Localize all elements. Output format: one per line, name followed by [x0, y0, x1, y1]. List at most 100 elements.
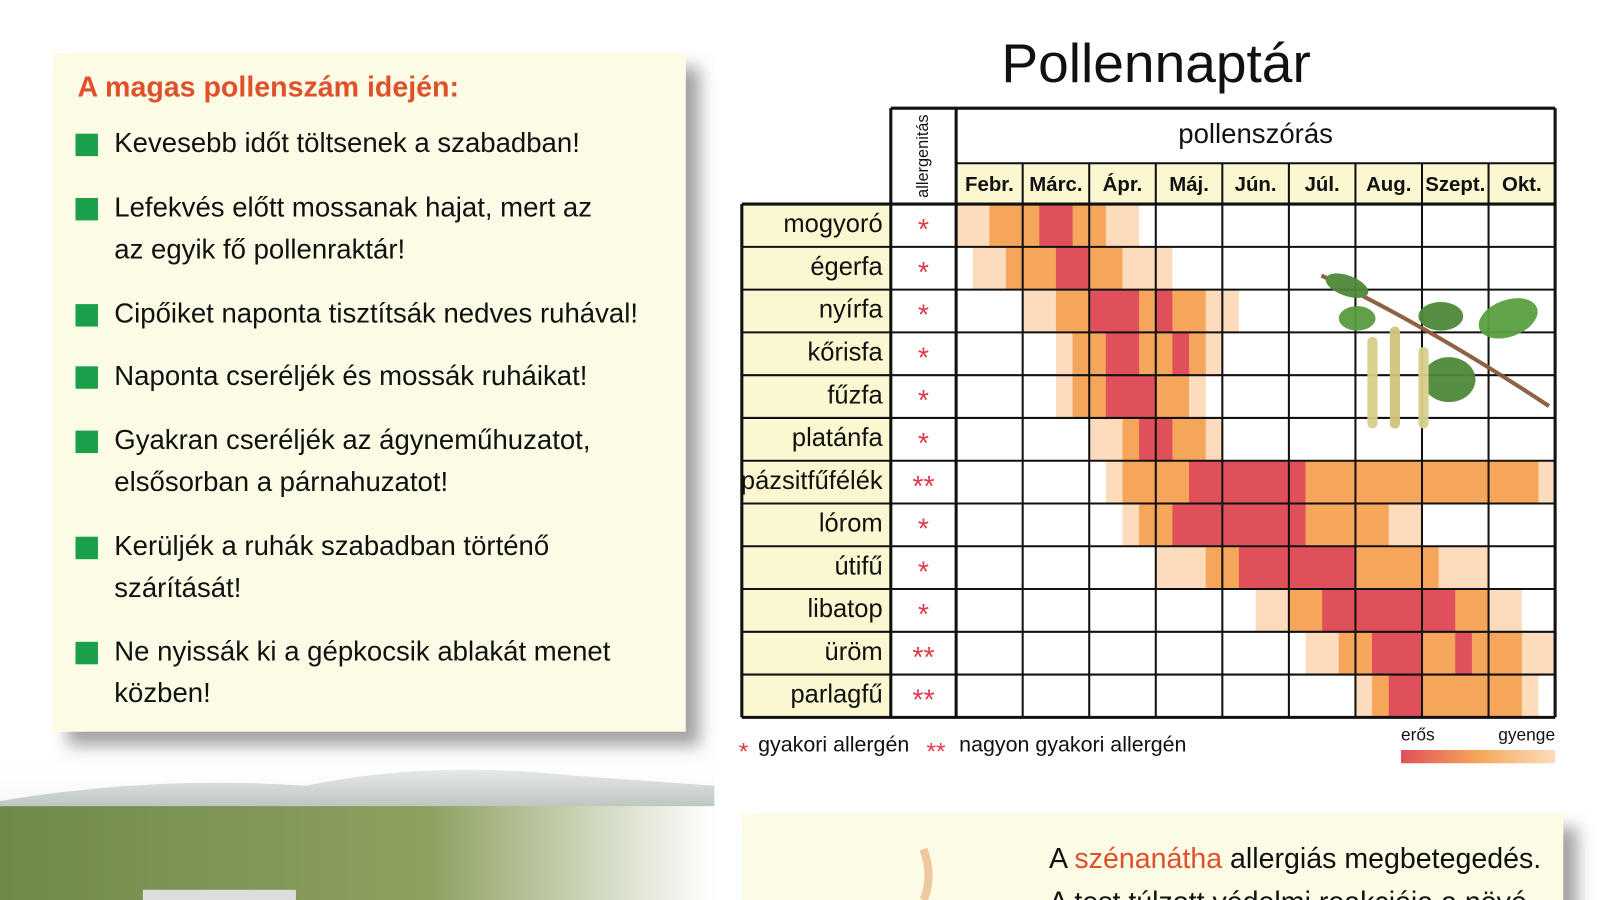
- intensity-cell: [1255, 289, 1273, 333]
- intensity-cell: [1471, 332, 1489, 376]
- intensity-cell: [1189, 204, 1207, 247]
- intensity-cell: [989, 674, 1007, 718]
- intensity-cell: [1072, 589, 1090, 632]
- intensity-cell: [956, 289, 974, 333]
- allergen-cell: [890, 631, 957, 675]
- intensity-cell: [1272, 589, 1290, 632]
- intensity-cell: [1405, 589, 1423, 632]
- intensity-cell: [1122, 460, 1140, 504]
- intensity-cell: [1255, 503, 1273, 547]
- intensity-cell: [1272, 674, 1290, 718]
- intensity-cell: [1155, 589, 1173, 632]
- intensity-cell: [1372, 417, 1390, 461]
- intensity-cell: [1272, 289, 1290, 333]
- intensity-cell: [1272, 246, 1290, 290]
- intensity-cell: [1305, 546, 1323, 590]
- intensity-cell: [1338, 417, 1356, 461]
- intensity-cell: [1322, 631, 1340, 675]
- intensity-cell: [1355, 417, 1373, 461]
- intensity-cell: [1388, 546, 1406, 590]
- intensity-cell: [1305, 246, 1323, 290]
- intensity-cell: [1455, 674, 1473, 718]
- intensity-cell: [1105, 204, 1123, 247]
- intensity-cell: [1072, 631, 1090, 675]
- intensity-cell: [1122, 246, 1140, 290]
- intensity-cell: [1222, 589, 1240, 632]
- intensity-cell: [1039, 246, 1057, 290]
- allergen-cell: [890, 589, 957, 632]
- bullet: [75, 366, 98, 389]
- intensity-cell: [1172, 375, 1190, 418]
- intensity-cell: [1488, 204, 1506, 247]
- intensity-cell: [1006, 589, 1024, 632]
- bullet: [75, 430, 98, 454]
- plant-cell: [741, 460, 891, 504]
- legend-gradient: [1401, 750, 1556, 764]
- intensity-cell: [972, 589, 990, 632]
- intensity-cell: [1172, 289, 1190, 333]
- intensity-cell: [1421, 460, 1440, 504]
- calendar-title: Pollennaptár: [1001, 32, 1310, 94]
- intensity-cell: [1538, 332, 1556, 376]
- intensity-cell: [1172, 204, 1190, 247]
- intensity-cell: [1505, 204, 1523, 247]
- intensity-cell: [1255, 375, 1273, 418]
- intensity-cell: [989, 589, 1007, 632]
- intensity-cell: [1521, 589, 1539, 632]
- intensity-cell: [1072, 246, 1090, 290]
- intensity-cell: [1022, 417, 1040, 461]
- intensity-cell: [1089, 375, 1107, 418]
- intensity-cell: [1488, 417, 1506, 461]
- intensity-cell: [1388, 503, 1406, 547]
- intensity-cell: [1006, 503, 1024, 547]
- intensity-cell: [956, 631, 974, 675]
- intensity-cell: [1405, 631, 1423, 675]
- intensity-cell: [1205, 674, 1223, 718]
- intensity-cell: [1072, 460, 1090, 504]
- intensity-cell: [1172, 503, 1190, 547]
- intensity-cell: [1022, 674, 1040, 718]
- intensity-cell: [1372, 631, 1390, 675]
- plant-cell: [741, 503, 891, 547]
- intensity-cell: [1055, 503, 1073, 547]
- intensity-cell: [1006, 289, 1024, 333]
- intensity-cell: [989, 289, 1007, 333]
- allergen-stars: **: [912, 642, 934, 674]
- intensity-cell: [1322, 546, 1340, 590]
- intensity-cell: [1488, 631, 1506, 675]
- intensity-cell: [989, 631, 1007, 675]
- intensity-cell: [1421, 503, 1440, 547]
- intensity-cell: [1039, 503, 1057, 547]
- intensity-cell: [1372, 204, 1390, 247]
- intensity-cell: [1155, 460, 1173, 504]
- intensity-cell: [1455, 546, 1473, 590]
- allergen-stars: *: [918, 556, 929, 588]
- intensity-cell: [1039, 417, 1057, 461]
- plant-name: platánfa: [792, 424, 884, 452]
- intensity-cell: [1222, 460, 1240, 504]
- intensity-cell: [1039, 546, 1057, 590]
- intensity-cell: [1105, 417, 1123, 461]
- intensity-cell: [1388, 674, 1406, 718]
- intensity-cell: [956, 375, 974, 418]
- intensity-cell: [1039, 332, 1057, 376]
- intensity-cell: [1222, 674, 1240, 718]
- intensity-cell: [1122, 546, 1140, 590]
- intensity-cell: [1055, 589, 1073, 632]
- intensity-cell: [1172, 417, 1190, 461]
- advice-text: Gyakran cseréljék az ágyneműhuzatot,: [114, 424, 590, 455]
- intensity-cell: [1172, 460, 1190, 504]
- intensity-cell: [1022, 246, 1040, 290]
- intensity-cell: [1538, 375, 1556, 418]
- intensity-cell: [1288, 503, 1306, 547]
- intensity-cell: [1521, 503, 1539, 547]
- intensity-cell: [1006, 674, 1024, 718]
- intensity-cell: [1189, 674, 1207, 718]
- intensity-cell: [1089, 289, 1107, 333]
- intensity-cell: [1338, 460, 1356, 504]
- allergen-cell: [890, 546, 957, 590]
- intensity-cell: [1521, 246, 1539, 290]
- intensity-cell: [1022, 589, 1040, 632]
- intensity-cell: [1338, 589, 1356, 632]
- intensity-cell: [1189, 246, 1207, 290]
